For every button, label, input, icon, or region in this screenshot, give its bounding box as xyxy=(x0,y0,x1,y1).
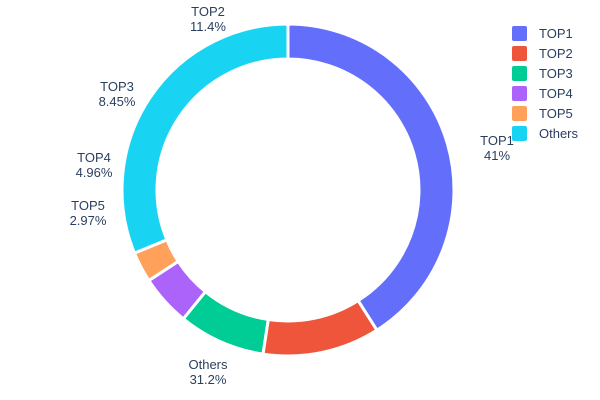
slice-label-percent: 8.45% xyxy=(98,94,136,109)
slice-label-name: Others xyxy=(188,357,228,372)
legend-item-others[interactable]: Others xyxy=(512,124,596,143)
legend-item-top5[interactable]: TOP5 xyxy=(512,104,596,123)
slice-label-top4: TOP4 4.96% xyxy=(44,150,144,180)
donut-slice-others[interactable] xyxy=(120,22,290,256)
slice-label-top5: TOP5 2.97% xyxy=(38,198,138,228)
legend-label: TOP5 xyxy=(539,106,573,121)
slice-label-top1: TOP1 41% xyxy=(447,133,547,163)
legend-swatch-icon xyxy=(512,66,527,81)
legend-swatch-icon xyxy=(512,126,527,141)
slice-label-percent: 2.97% xyxy=(69,213,107,228)
slice-label-name: TOP5 xyxy=(71,198,105,213)
slice-label-name: TOP3 xyxy=(100,79,134,94)
slice-label-percent: 41% xyxy=(483,148,511,163)
chart-legend: TOP1 TOP2 TOP3 TOP4 TOP5 Others xyxy=(512,24,596,144)
legend-swatch-icon xyxy=(512,46,527,61)
legend-item-top2[interactable]: TOP2 xyxy=(512,44,596,63)
donut-slice-top1[interactable] xyxy=(286,22,456,333)
slice-label-others: Others 31.2% xyxy=(158,357,258,387)
slice-label-percent: 4.96% xyxy=(75,165,113,180)
legend-swatch-icon xyxy=(512,26,527,41)
slice-label-name: TOP1 xyxy=(480,133,514,148)
slice-label-name: TOP4 xyxy=(77,150,111,165)
slice-label-percent: 11.4% xyxy=(190,19,226,34)
slice-label-top2: TOP2 11.4% xyxy=(158,4,258,34)
slice-label-percent: 31.2% xyxy=(189,372,227,387)
legend-label: Others xyxy=(539,126,579,141)
donut-slices xyxy=(120,22,456,358)
legend-swatch-icon xyxy=(512,86,527,101)
legend-label: TOP1 xyxy=(539,26,573,41)
slice-label-name: TOP2 xyxy=(191,4,225,19)
legend-item-top1[interactable]: TOP1 xyxy=(512,24,596,43)
legend-item-top4[interactable]: TOP4 xyxy=(512,84,596,103)
legend-label: TOP3 xyxy=(539,66,573,81)
legend-item-top3[interactable]: TOP3 xyxy=(512,64,596,83)
legend-swatch-icon xyxy=(512,106,527,121)
legend-label: TOP4 xyxy=(539,86,573,101)
slice-label-top3: TOP3 8.45% xyxy=(67,79,167,109)
legend-label: TOP2 xyxy=(539,46,573,61)
donut-slice-top2[interactable] xyxy=(261,298,379,358)
